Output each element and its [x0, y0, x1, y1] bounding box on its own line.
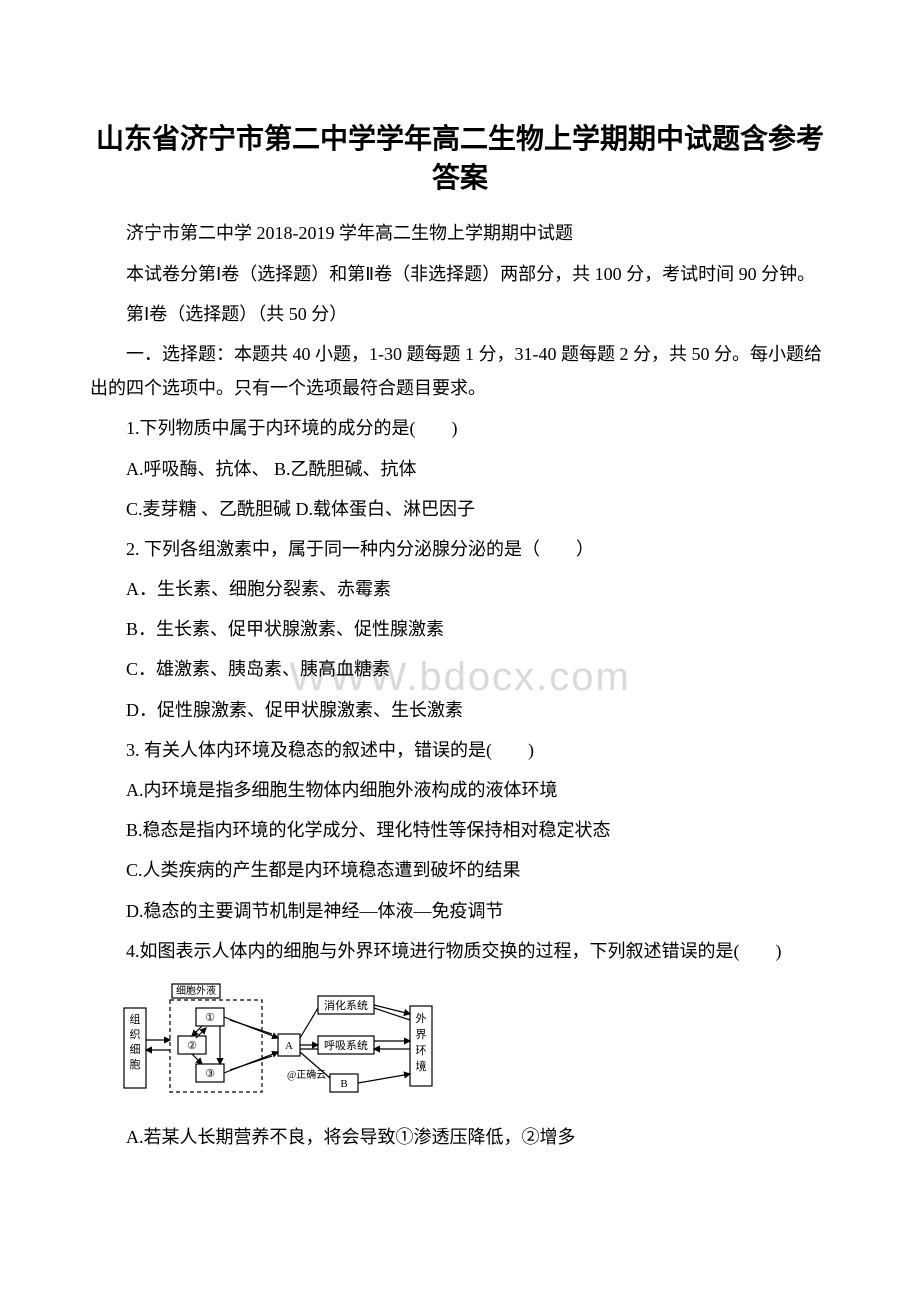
diagram-box-1: ①: [205, 1012, 215, 1024]
q2-opt-d: D．促性腺激素、促甲状腺激素、生长激素: [90, 693, 830, 727]
intro-text: 本试卷分第Ⅰ卷（选择题）和第Ⅱ卷（非选择题）两部分，共 100 分，考试时间 9…: [90, 257, 830, 291]
svg-text:境: 境: [416, 1059, 427, 1073]
svg-text:界: 界: [416, 1028, 427, 1041]
document-content: 山东省济宁市第二中学学年高二生物上学期期中试题含参考答案 济宁市第二中学 201…: [90, 120, 830, 1154]
q3-opt-b: B.稳态是指内环境的化学成分、理化特性等保持相对稳定状态: [90, 813, 830, 847]
q1-opts-ab: A.呼吸酶、抗体、 B.乙酰胆碱、抗体: [90, 452, 830, 486]
diagram-box-2: ②: [187, 1040, 197, 1052]
svg-text:胞: 胞: [130, 1058, 141, 1071]
q2-opt-a: A．生长素、细胞分裂素、赤霉素: [90, 572, 830, 606]
instructions: 一．选择题：本题共 40 小题，1-30 题每题 1 分，31-40 题每题 2…: [90, 337, 830, 405]
diagram-left-1: 组: [130, 1012, 141, 1026]
q3-stem: 3. 有关人体内环境及稳态的叙述中，错误的是( ): [90, 733, 830, 767]
subtitle: 济宁市第二中学 2018-2019 学年高二生物上学期期中试题: [90, 216, 830, 250]
q4-diagram: 组 织 细 胞 细胞外液 ① ② ③ A: [122, 978, 442, 1108]
q1-stem: 1.下列物质中属于内环境的成分的是( ): [90, 411, 830, 445]
section-header: 第Ⅰ卷（选择题）（共 50 分）: [90, 297, 830, 331]
page-title: 山东省济宁市第二中学学年高二生物上学期期中试题含参考答案: [90, 120, 830, 198]
svg-text:环: 环: [416, 1045, 427, 1057]
q4-opt-a: A.若某人长期营养不良，将会导致①渗透压降低，②增多: [90, 1120, 830, 1154]
q1-opts-cd: C.麦芽糖 、乙酰胆碱 D.载体蛋白、淋巴因子: [90, 492, 830, 526]
q2-opt-b: B．生长素、促甲状腺激素、促性腺激素: [90, 612, 830, 646]
q3-opt-d: D.稳态的主要调节机制是神经—体液—免疫调节: [90, 894, 830, 928]
diagram-sys-2: 呼吸系统: [324, 1039, 368, 1052]
diagram-box-3: ③: [205, 1068, 215, 1080]
svg-text:细: 细: [130, 1043, 141, 1056]
svg-text:外: 外: [416, 1012, 427, 1025]
q2-stem: 2. 下列各组激素中，属于同一种内分泌腺分泌的是（ ）: [90, 532, 830, 566]
q3-opt-a: A.内环境是指多细胞生物体内细胞外液构成的液体环境: [90, 773, 830, 807]
diagram-box-a: A: [285, 1040, 293, 1052]
q2-opt-c: C．雄激素、胰岛素、胰高血糖素: [90, 652, 830, 686]
diagram-fluid-label: 细胞外液: [176, 984, 216, 997]
diagram-sys-1: 消化系统: [324, 998, 368, 1012]
diagram-box-b: B: [340, 1078, 347, 1090]
q4-stem: 4.如图表示人体内的细胞与外界环境进行物质交换的过程，下列叙述错误的是( ): [90, 934, 830, 968]
svg-text:织: 织: [130, 1028, 141, 1041]
q3-opt-c: C.人类疾病的产生都是内环境稳态遭到破坏的结果: [90, 853, 830, 887]
